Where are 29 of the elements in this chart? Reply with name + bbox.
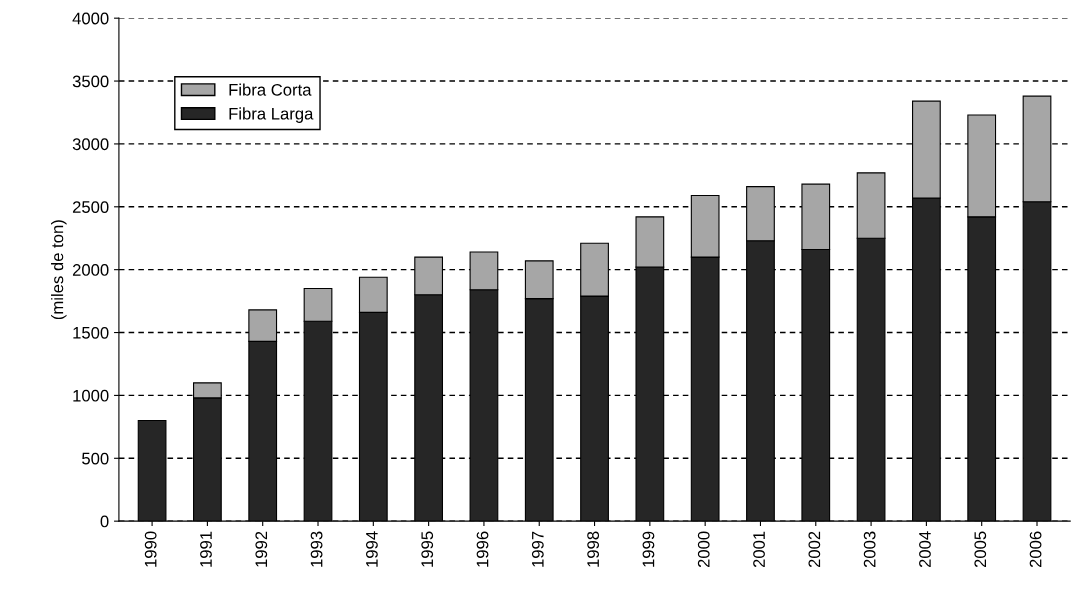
y-axis-title: (miles de ton) [51,220,67,320]
y-tick-label: 500 [82,452,109,465]
x-tick-label: 1991 [200,531,212,567]
legend-label: Fibra Corta [229,83,312,96]
y-tick-label: 2500 [72,201,109,213]
x-tick-label: 2005 [974,531,987,568]
x-tick-label: 1999 [642,531,655,567]
y-tick-label: 1000 [73,389,109,402]
x-tick-label: 1995 [421,531,434,567]
x-tick-label: 2006 [1029,531,1042,568]
x-tick-label: 2001 [753,531,765,568]
x-tick-label: 2004 [919,531,931,568]
x-tick-label: 1996 [476,531,489,567]
y-tick-label: 3500 [72,75,109,88]
x-tick-label: 2002 [808,531,821,568]
x-tick-label: 1998 [587,531,600,567]
legend-label: Fibra Larga [229,107,314,123]
y-tick-label: 2000 [72,264,109,276]
y-tick-label: 0 [100,515,109,528]
y-tick-label: 3000 [72,138,109,151]
y-tick-label: 1500 [73,326,109,339]
x-tick-label: 1993 [310,531,323,567]
x-tick-label: 1994 [365,531,378,567]
x-tick-label: 2000 [697,531,710,568]
y-tick-label: 4000 [72,12,109,25]
x-tick-label: 1992 [255,531,268,567]
x-tick-label: 1997 [531,531,544,567]
x-tick-label: 1990 [144,531,157,567]
x-tick-label: 2003 [863,531,876,568]
